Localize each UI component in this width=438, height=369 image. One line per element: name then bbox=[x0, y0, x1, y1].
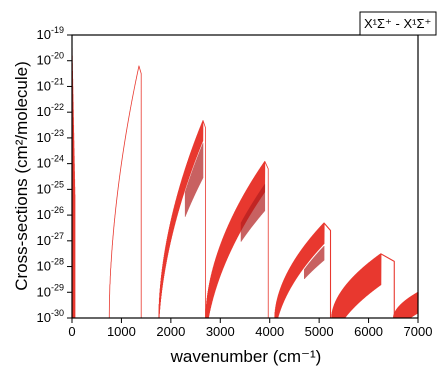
band-1 bbox=[108, 65, 142, 319]
plot-area bbox=[71, 40, 419, 319]
band-2-lines bbox=[158, 119, 206, 319]
y-tick-label: 10-25 bbox=[37, 179, 64, 196]
y-tick-label: 10-21 bbox=[37, 76, 64, 93]
x-tick-label: 3000 bbox=[206, 324, 235, 339]
axes: 0 1000 2000 3000 4000 5000 6000 7000 10-30 10-29 1… bbox=[37, 25, 433, 339]
band-6-lines bbox=[392, 291, 419, 319]
y-tick-label: 10-27 bbox=[37, 231, 64, 248]
band-1-lines bbox=[108, 65, 142, 319]
x-tick-label: 6000 bbox=[354, 324, 383, 339]
y-tick-label: 10-23 bbox=[37, 128, 64, 145]
x-tick-label: 4000 bbox=[255, 324, 284, 339]
x-tick-label: 7000 bbox=[404, 324, 433, 339]
legend-label: X¹Σ⁺ - X¹Σ⁺ bbox=[364, 16, 431, 31]
plot-frame bbox=[71, 34, 419, 319]
y-axis-title: Cross-sections (cm²/molecule) bbox=[12, 61, 31, 291]
y-tick-label: 10-22 bbox=[37, 102, 64, 119]
y-tick-label: 10-26 bbox=[37, 205, 64, 222]
band-4-lines bbox=[274, 222, 332, 319]
x-tick-label: 0 bbox=[68, 324, 75, 339]
legend-box bbox=[359, 11, 437, 36]
x-tick-label: 2000 bbox=[156, 324, 185, 339]
x-tick-label: 1000 bbox=[107, 324, 136, 339]
y-tick-label: 10-20 bbox=[37, 51, 64, 68]
legend: X¹Σ⁺ - X¹Σ⁺ bbox=[359, 11, 437, 36]
band-2-core bbox=[184, 143, 204, 217]
x-tick-label: 5000 bbox=[305, 324, 334, 339]
band-5 bbox=[331, 253, 395, 319]
y-tick-label: 10-28 bbox=[37, 257, 64, 274]
y-tick-label: 10-24 bbox=[37, 154, 64, 171]
band-5-lines bbox=[331, 253, 395, 319]
band-3-core bbox=[240, 184, 266, 242]
band-3 bbox=[205, 160, 269, 319]
band-2 bbox=[158, 119, 206, 319]
x-axis-title: wavenumber (cm⁻¹) bbox=[170, 347, 322, 366]
band-6 bbox=[392, 291, 419, 319]
y-tick-label: 10-19 bbox=[37, 25, 64, 42]
band-4-core bbox=[304, 245, 325, 280]
band-3-lines bbox=[205, 160, 269, 319]
y-tick-label: 10-29 bbox=[37, 282, 64, 299]
y-tick-label: 10-30 bbox=[37, 308, 64, 325]
band-4 bbox=[274, 222, 332, 319]
